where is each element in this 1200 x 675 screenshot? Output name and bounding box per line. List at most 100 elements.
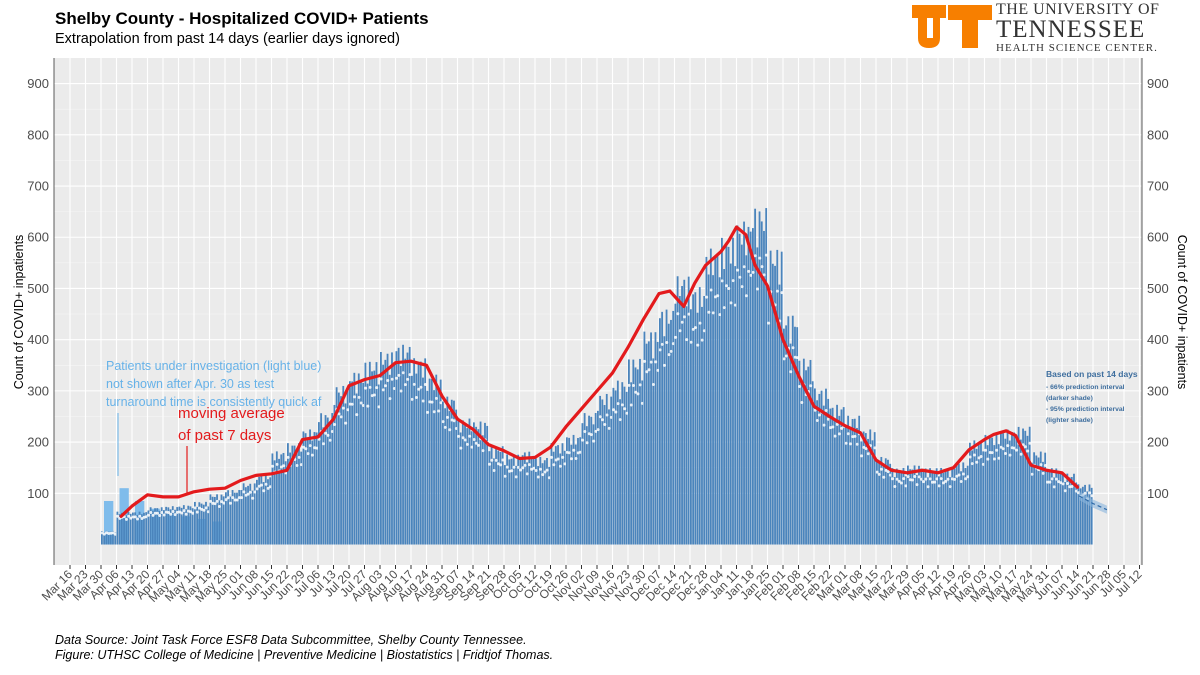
daily-bar	[437, 389, 440, 545]
daily-marker	[204, 506, 208, 510]
daily-marker	[756, 287, 760, 291]
daily-bar	[827, 398, 830, 545]
daily-marker	[299, 463, 303, 467]
daily-bar	[344, 403, 347, 545]
daily-marker	[899, 481, 903, 485]
daily-marker	[995, 448, 999, 452]
daily-marker	[742, 265, 746, 269]
daily-marker	[516, 465, 520, 469]
daily-marker	[678, 329, 682, 333]
daily-marker	[361, 404, 365, 408]
daily-marker	[997, 456, 1001, 460]
daily-bar	[415, 373, 418, 545]
daily-marker	[308, 444, 312, 448]
daily-marker	[461, 436, 465, 440]
daily-bar	[683, 279, 686, 545]
daily-bar	[895, 468, 898, 545]
daily-bar	[380, 352, 382, 545]
daily-marker	[127, 514, 131, 518]
daily-marker	[279, 465, 283, 469]
daily-bar	[470, 431, 473, 545]
daily-marker	[202, 508, 206, 512]
daily-bar	[492, 458, 495, 545]
daily-marker	[372, 393, 376, 397]
daily-marker	[171, 510, 175, 514]
daily-marker	[627, 383, 631, 387]
daily-bar	[293, 445, 296, 545]
daily-bar	[450, 399, 453, 545]
daily-marker	[260, 483, 264, 487]
daily-marker	[1059, 481, 1063, 485]
daily-marker	[753, 254, 757, 258]
daily-marker	[151, 513, 155, 517]
daily-marker	[144, 515, 148, 519]
daily-bar	[331, 413, 334, 545]
daily-marker	[862, 445, 866, 449]
prediction-band	[1078, 491, 1108, 514]
daily-bar	[231, 490, 234, 545]
daily-bar	[820, 390, 823, 545]
daily-marker	[481, 449, 485, 453]
daily-marker	[220, 500, 224, 504]
daily-bar	[138, 511, 141, 545]
daily-bar	[329, 423, 331, 545]
daily-bar	[315, 432, 318, 545]
daily-bar	[247, 485, 249, 545]
daily-marker	[423, 382, 427, 386]
daily-marker	[257, 484, 261, 488]
daily-marker	[930, 480, 934, 484]
daily-bar	[723, 269, 726, 545]
daily-marker	[762, 273, 766, 277]
daily-bar	[991, 437, 993, 545]
daily-marker	[791, 346, 795, 350]
daily-marker	[1083, 491, 1087, 495]
daily-marker	[211, 501, 215, 505]
daily-bar	[641, 380, 644, 545]
daily-bar	[433, 390, 435, 545]
daily-marker	[1050, 477, 1054, 481]
daily-marker	[964, 477, 968, 481]
daily-bar	[1024, 430, 1027, 545]
daily-bar	[969, 442, 971, 545]
daily-marker	[344, 421, 348, 425]
daily-marker	[614, 410, 618, 414]
daily-marker	[891, 477, 895, 481]
daily-marker	[709, 288, 713, 292]
daily-bar	[997, 444, 1000, 545]
daily-bar	[964, 468, 967, 545]
daily-marker	[304, 447, 308, 451]
daily-bar	[727, 246, 730, 545]
y-tick-label-right: 900	[1147, 76, 1169, 91]
daily-bar	[275, 451, 278, 545]
daily-bar	[878, 463, 881, 545]
daily-bar	[705, 256, 708, 545]
daily-bar	[1039, 451, 1042, 545]
daily-bar	[977, 443, 980, 545]
y-tick-label-left: 200	[27, 435, 49, 450]
daily-bar	[256, 479, 258, 545]
daily-marker	[977, 456, 981, 460]
daily-bar	[1004, 438, 1007, 545]
daily-bar	[105, 530, 108, 545]
daily-marker	[472, 437, 476, 441]
daily-bar	[898, 471, 900, 545]
daily-bar	[349, 381, 351, 545]
daily-bar	[856, 427, 858, 545]
daily-bar	[143, 512, 145, 545]
daily-marker	[153, 511, 157, 515]
daily-bar	[428, 378, 431, 545]
daily-bar	[384, 359, 387, 545]
daily-bar	[207, 506, 210, 545]
daily-bar	[678, 296, 681, 545]
daily-bar	[663, 336, 666, 545]
daily-marker	[406, 377, 410, 381]
daily-bar	[176, 507, 179, 545]
daily-marker	[948, 485, 952, 489]
daily-marker	[946, 477, 950, 481]
daily-marker	[975, 460, 979, 464]
y-tick-label-right: 200	[1147, 435, 1169, 450]
daily-marker	[935, 477, 939, 481]
daily-marker	[160, 510, 164, 514]
daily-bar	[920, 468, 923, 545]
daily-marker	[226, 496, 230, 500]
